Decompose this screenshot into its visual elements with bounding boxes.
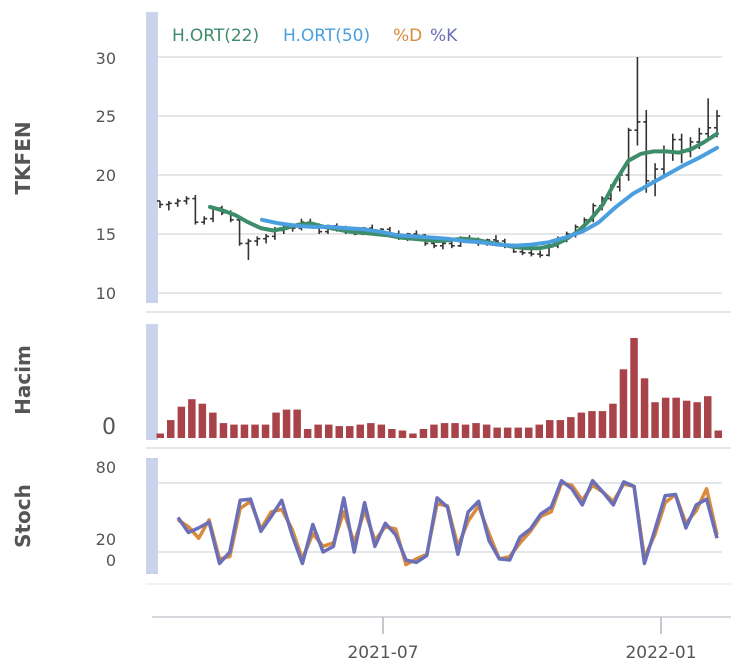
volume-bar [251,424,259,438]
volume-bar [261,424,270,438]
ohlc-bar [157,200,163,209]
price-tick-label: 30 [96,49,116,68]
ohlc-bar [263,234,270,244]
legend-pct-d[interactable]: %D [393,26,422,46]
ma50-line [260,145,719,248]
legend-pct-k[interactable]: %K [430,26,458,46]
price-panel-accent [146,12,158,303]
volume-bar [177,406,186,438]
volume-bar [293,409,301,438]
price-tick-label: 20 [96,166,116,185]
stoch-panel-accent [146,458,158,574]
volume-bar [493,427,501,438]
volume-bar [535,424,543,438]
volume-bar [430,424,438,438]
volume-bar [440,423,449,438]
volume-bar [314,424,322,438]
ohlc-bar [625,127,632,181]
volume-bar [198,403,207,438]
volume-bar [609,403,617,438]
x-tick-label: 2021-07 [347,643,418,663]
ohlc-bar [183,196,190,205]
volume-bar [651,402,659,438]
volume-bar [303,429,312,438]
volume-bar [672,397,680,438]
volume-bar [367,423,375,438]
volume-bar [335,426,343,438]
stoch-tick-label: 0 [106,551,116,570]
x-tick-label: 2022-01 [625,643,696,663]
ohlc-bar [448,241,455,249]
volume-bar [640,378,649,438]
ohlc-bar [705,98,712,140]
ohlc-bar [678,133,685,164]
volume-bar [525,427,533,438]
ohlc-bar [634,57,641,146]
volume-bar [346,426,354,438]
volume-bar [356,424,364,438]
volume-bar [409,433,417,438]
volume-bar [388,429,396,438]
price-tick-label: 10 [96,284,116,303]
ohlc-bar [165,200,172,211]
volume-bar [472,423,480,438]
volume-bar [419,429,428,438]
volume-bar [461,424,470,438]
volume-bar [556,420,565,438]
volume-bar [272,412,280,438]
volume-bar [514,427,522,438]
volume-bar [546,420,554,438]
volume-axis-label: Hacim [11,345,35,415]
legend-ma22[interactable]: H.ORT(22) [172,26,259,46]
volume-bar [209,412,217,438]
stoch-tick-label: 20 [96,530,116,549]
volume-series [156,338,722,438]
stoch-tick-label: 80 [96,458,116,477]
volume-bar [482,424,491,438]
ohlc-bar [254,236,261,246]
volume-bar [630,338,638,438]
volume-bar [588,411,596,438]
legend-ma50[interactable]: H.ORT(50) [283,26,370,46]
volume-bar [598,411,607,438]
volume-bar [704,396,712,438]
ohlc-bar [245,238,252,260]
volume-bar [230,424,238,438]
volume-bar [661,397,670,438]
volume-bar [156,433,164,438]
ohlc-bar [236,216,243,246]
stoch-k-line [176,478,719,566]
volume-bar [693,402,701,438]
price-tick-label: 25 [96,107,116,126]
volume-bar [577,412,586,438]
ohlc-bar [201,216,208,225]
volume-bar [714,430,722,438]
volume-bar [398,430,407,438]
price-axis-label: TKFEN [11,121,35,194]
volume-bar [619,369,628,438]
volume-bar [325,424,333,438]
volume-bar [240,424,249,438]
ohlc-bar [192,195,199,225]
volume-bar [503,427,512,438]
price-tick-label: 15 [96,225,116,244]
ohlc-bar [537,250,544,258]
volume-bar [167,420,175,438]
volume-bar [282,409,291,438]
volume-bar [219,423,228,438]
volume-panel-accent [146,324,158,440]
ohlc-bar [174,198,181,207]
volume-bar [188,399,196,438]
ohlc-bar [439,242,446,250]
volume-bar [377,424,386,438]
volume-bar [451,423,459,438]
stoch-axis-label: Stoch [11,484,35,548]
volume-bar [682,400,691,438]
ohlc-bar [528,249,535,257]
volume-tick-label: 0 [102,415,116,440]
volume-bar [567,417,575,438]
ohlc-bar [669,133,676,161]
